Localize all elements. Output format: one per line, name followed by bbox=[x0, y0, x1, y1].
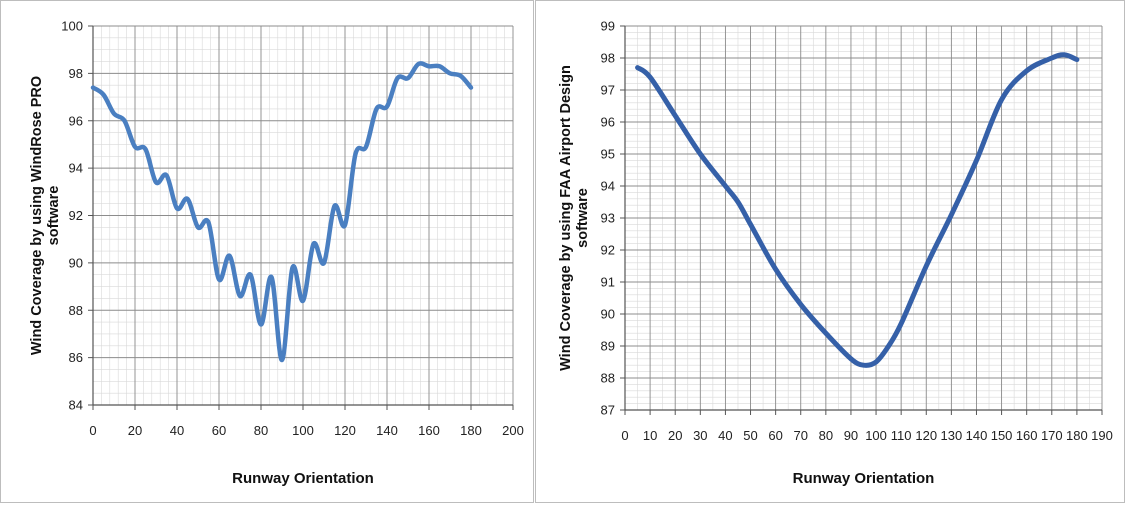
windrose-chart: 0 20 40 60 80 100 120 140 160 180 200 84 86 88 90 92 94 9… bbox=[29, 19, 524, 488]
x-tick-label: 70 bbox=[794, 428, 808, 443]
y-axis-label-line-1: Wind Coverage by using FAA Airport Desig… bbox=[558, 65, 574, 371]
x-tick-label: 0 bbox=[621, 428, 628, 443]
x-tick-label: 180 bbox=[460, 423, 482, 438]
x-tick-label: 160 bbox=[418, 423, 440, 438]
y-tick-label: 94 bbox=[601, 179, 615, 194]
y-tick-label: 98 bbox=[69, 66, 83, 81]
x-tick-label: 130 bbox=[941, 428, 963, 443]
y-tick-label: 97 bbox=[601, 83, 615, 98]
y-axis-label: Wind Coverage by using FAA Airport Desig… bbox=[558, 65, 591, 371]
left-chart-panel: 0 20 40 60 80 100 120 140 160 180 200 84 86 88 90 92 94 9… bbox=[0, 0, 534, 503]
x-axis-label: Runway Orientation bbox=[232, 470, 374, 487]
x-tick-label: 60 bbox=[768, 428, 782, 443]
x-tick-label: 40 bbox=[170, 423, 184, 438]
x-tick-label: 170 bbox=[1041, 428, 1063, 443]
x-tick-label: 50 bbox=[743, 428, 757, 443]
x-tick-label: 10 bbox=[643, 428, 657, 443]
x-tick-label: 160 bbox=[1016, 428, 1038, 443]
x-tick-label: 100 bbox=[292, 423, 314, 438]
y-tick-label: 96 bbox=[601, 115, 615, 130]
x-tick-label: 120 bbox=[334, 423, 356, 438]
y-axis-label-line-2: software bbox=[46, 186, 62, 246]
y-tick-label: 88 bbox=[69, 303, 83, 318]
y-tick-label: 92 bbox=[601, 243, 615, 258]
y-tick-label: 95 bbox=[601, 147, 615, 162]
y-tick-label: 87 bbox=[601, 403, 615, 418]
series-line bbox=[90, 61, 474, 363]
y-tick-label: 88 bbox=[601, 371, 615, 386]
x-tick-label: 150 bbox=[991, 428, 1013, 443]
x-tick-label: 60 bbox=[212, 423, 226, 438]
series-line bbox=[635, 52, 1080, 368]
x-tick-label: 20 bbox=[128, 423, 142, 438]
right-chart-panel: 0 10 20 30 40 50 60 70 80 90 100 110 120 130 140 150 160… bbox=[535, 0, 1125, 503]
x-tick-label: 90 bbox=[844, 428, 858, 443]
x-tick-label: 200 bbox=[502, 423, 524, 438]
y-axis-label: Wind Coverage by using WindRose PROsoftw… bbox=[29, 76, 62, 355]
x-tick-label: 20 bbox=[668, 428, 682, 443]
y-tick-label: 96 bbox=[69, 113, 83, 128]
x-tick-label: 140 bbox=[376, 423, 398, 438]
x-tick-label: 80 bbox=[819, 428, 833, 443]
y-tick-label: 89 bbox=[601, 339, 615, 354]
y-tick-label: 90 bbox=[69, 255, 83, 270]
y-tick-label: 92 bbox=[69, 208, 83, 223]
y-tick-label: 91 bbox=[601, 275, 615, 290]
x-tick-label: 100 bbox=[865, 428, 887, 443]
x-tick-label: 110 bbox=[891, 428, 912, 443]
y-tick-label: 94 bbox=[69, 161, 83, 176]
x-tick-label: 190 bbox=[1091, 428, 1113, 443]
x-tick-label: 120 bbox=[915, 428, 937, 443]
y-tick-label: 90 bbox=[601, 307, 615, 322]
x-axis-label: Runway Orientation bbox=[793, 470, 935, 487]
y-axis-label-line-1: Wind Coverage by using WindRose PRO bbox=[29, 76, 45, 355]
x-tick-label: 0 bbox=[89, 423, 96, 438]
x-tick-label: 40 bbox=[718, 428, 732, 443]
x-tick-label: 30 bbox=[693, 428, 707, 443]
x-tick-label: 140 bbox=[966, 428, 988, 443]
y-tick-label: 99 bbox=[601, 19, 615, 34]
x-tick-label: 80 bbox=[254, 423, 268, 438]
y-tick-label: 98 bbox=[601, 51, 615, 66]
y-tick-label: 100 bbox=[61, 19, 83, 34]
x-tick-label: 180 bbox=[1066, 428, 1088, 443]
y-tick-label: 93 bbox=[601, 211, 615, 226]
y-axis-label-line-2: software bbox=[575, 188, 591, 248]
y-tick-label: 84 bbox=[69, 398, 83, 413]
y-tick-label: 86 bbox=[69, 350, 83, 365]
faa-chart: 0 10 20 30 40 50 60 70 80 90 100 110 120 130 140 150 160… bbox=[558, 19, 1113, 488]
